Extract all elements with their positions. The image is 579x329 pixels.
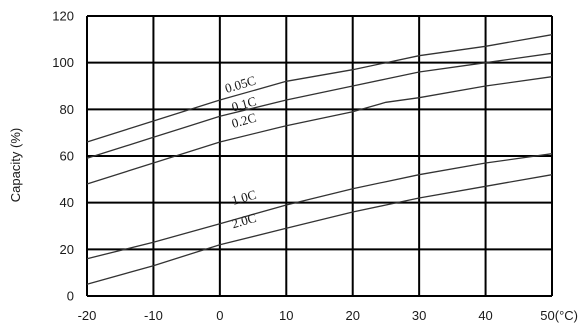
series-label: 0.1C	[230, 93, 258, 114]
y-tick-label: 80	[60, 102, 74, 117]
x-tick-label: -10	[144, 308, 163, 323]
y-tick-label: 60	[60, 149, 74, 164]
y-tick-label: 0	[67, 289, 74, 304]
series-label: 0.05C	[223, 73, 257, 96]
grid-lines	[86, 15, 553, 297]
x-tick-label: 0	[216, 308, 223, 323]
series-line	[86, 174, 553, 285]
y-axis-ticks: 0 20 40 60 80 100 120	[52, 9, 74, 304]
x-tick-label: 10	[279, 308, 293, 323]
x-tick-label: 50(°C)	[540, 308, 578, 323]
series-line	[86, 34, 553, 143]
series-label: 0.2C	[230, 110, 258, 131]
y-tick-label: 120	[52, 9, 74, 24]
series-line	[86, 76, 553, 185]
y-tick-label: 40	[60, 195, 74, 210]
x-axis-ticks: -20 -10 0 10 20 30 40 50(°C)	[78, 308, 578, 323]
x-tick-label: 20	[345, 308, 359, 323]
x-tick-label: 40	[478, 308, 492, 323]
series-label: 2.0C	[230, 210, 258, 231]
y-axis-label: Capacity (%)	[8, 128, 23, 202]
y-tick-label: 20	[60, 242, 74, 257]
x-tick-label: -20	[78, 308, 97, 323]
y-tick-label: 100	[52, 55, 74, 70]
x-tick-label: 30	[412, 308, 426, 323]
series-line	[86, 153, 553, 260]
series-label: 1.0C	[230, 187, 258, 208]
series-line	[86, 52, 553, 159]
series-lines	[86, 34, 553, 285]
